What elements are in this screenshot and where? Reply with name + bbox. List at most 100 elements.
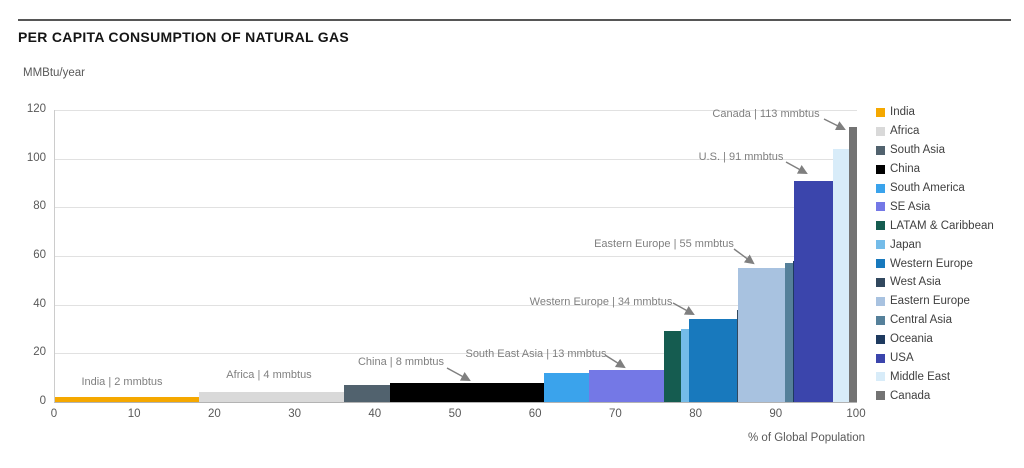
annotation-canada: Canada | 113 mmbtus [712,108,820,120]
legend-label-oceania: Oceania [890,333,933,346]
gridline-y-20 [55,353,857,355]
bar-japan [680,329,689,402]
legend-item-south-asia: South Asia [876,141,994,160]
x-tick-0: 0 [50,408,58,420]
legend-label-latam-caribbean: LATAM & Caribbean [890,219,994,232]
x-tick-30: 30 [288,408,301,420]
gridline-y-120 [55,110,857,111]
legend-swatch-south-america [876,183,885,193]
y-tick-120: 120 [26,103,46,115]
gridline-y-80 [55,207,857,209]
bar-africa [199,392,344,402]
x-tick-60: 60 [528,408,542,420]
x-tick-100: 100 [846,408,866,420]
legend-item-usa: USA [876,349,994,368]
x-tick-10: 10 [127,408,141,420]
bar-eastern-europe [737,268,786,402]
legend-label-se-asia: SE Asia [890,200,931,213]
y-tick-0: 0 [39,395,46,407]
bar-china [390,382,545,402]
legend-label-canada: Canada [890,389,931,402]
legend-item-oceania: Oceania [876,330,994,349]
annotation-south-east-asia: South East Asia | 13 mmbtus [465,348,607,360]
bar-latam-caribbean [663,331,681,402]
legend-swatch-canada [876,391,885,401]
legend-label-india: India [890,106,915,119]
legend-swatch-middle-east [876,372,885,382]
bar-middle-east [832,148,849,402]
x-axis-title: % of Global Population [748,432,865,444]
legend-item-eastern-europe: Eastern Europe [876,292,994,311]
x-tick-70: 70 [608,408,622,420]
legend-label-south-asia: South Asia [890,144,945,157]
legend-swatch-se-asia [876,202,885,212]
legend-item-west-asia: West Asia [876,273,994,292]
legend-item-western-europe: Western Europe [876,254,994,273]
bar-south-asia [343,384,391,402]
bar-canada [848,127,857,402]
page-title: PER CAPITA CONSUMPTION OF NATURAL GAS [18,29,350,45]
x-tick-80: 80 [689,408,702,420]
bar-india [55,397,200,402]
y-tick-20: 20 [33,346,46,359]
legend-label-japan: Japan [890,238,922,251]
annotation-eastern-europe: Eastern Europe | 55 mmbtus [594,238,734,250]
y-axis-title: MMBtu/year [23,67,85,79]
annotation-india: India | 2 mmbtus [81,376,163,388]
legend-swatch-usa [876,353,885,363]
legend-label-south-america: South America [890,182,965,194]
legend-label-western-europe: Western Europe [890,257,973,270]
bar-usa [794,180,833,402]
legend-item-india: India [876,103,994,122]
legend-label-central-asia: Central Asia [890,314,953,327]
legend-swatch-south-asia [876,145,885,155]
plot-area: India | 2 mmbtus Africa | 4 mmbtus China |… [54,108,857,403]
annotation-arrow-u-s [785,161,808,175]
y-tick-100: 100 [26,151,46,164]
legend-label-china: China [890,163,921,176]
x-tick-90: 90 [769,408,783,420]
gridline-y-60 [55,256,857,257]
annotation-africa: Africa | 4 mmbtus [226,369,312,381]
legend-item-se-asia: SE Asia [876,197,994,216]
y-tick-60: 60 [33,249,46,261]
legend-swatch-africa [876,126,885,136]
x-tick-50: 50 [448,408,462,420]
legend-item-china: China [876,160,994,179]
legend-label-west-asia: West Asia [890,276,941,289]
legend-label-middle-east: Middle East [890,370,951,383]
bar-central-asia [785,263,794,402]
legend-swatch-india [876,107,885,117]
legend-swatch-eastern-europe [876,296,885,306]
legend-item-canada: Canada [876,386,994,405]
legend-swatch-west-asia [876,277,885,287]
legend-item-middle-east: Middle East [876,367,994,386]
x-tick-40: 40 [368,408,382,420]
annotation-arrow-canada [823,118,846,130]
bar-west-asia [736,309,738,402]
annotation-china: China | 8 mmbtus [357,356,445,368]
legend-item-central-asia: Central Asia [876,311,994,330]
legend-swatch-latam-caribbean [876,221,885,231]
legend-item-africa: Africa [876,122,994,141]
bar-western-europe [688,319,737,402]
legend-item-latam-caribbean: LATAM & Caribbean [876,216,994,235]
legend-label-africa: Africa [890,125,920,138]
legend-swatch-oceania [876,334,885,344]
legend-label-eastern-europe: Eastern Europe [890,295,970,308]
legend-swatch-china [876,164,885,174]
annotation-western-europe: Western Europe | 34 mmbtus [529,296,673,308]
legend-swatch-central-asia [876,315,885,325]
legend-swatch-western-europe [876,259,885,269]
bar-south-america [544,372,590,402]
gridline-y-40 [55,304,857,306]
top-rule-divider [18,19,1011,21]
annotation-arrow-south-east-asia [604,354,626,369]
gridline-y-100 [55,158,857,160]
legend: India Africa South Asia China South America S… [876,103,994,405]
y-tick-80: 80 [33,200,46,213]
legend-item-japan: Japan [876,235,994,254]
legend-label-usa: USA [890,352,914,365]
y-tick-40: 40 [33,297,46,310]
x-tick-20: 20 [207,408,221,420]
